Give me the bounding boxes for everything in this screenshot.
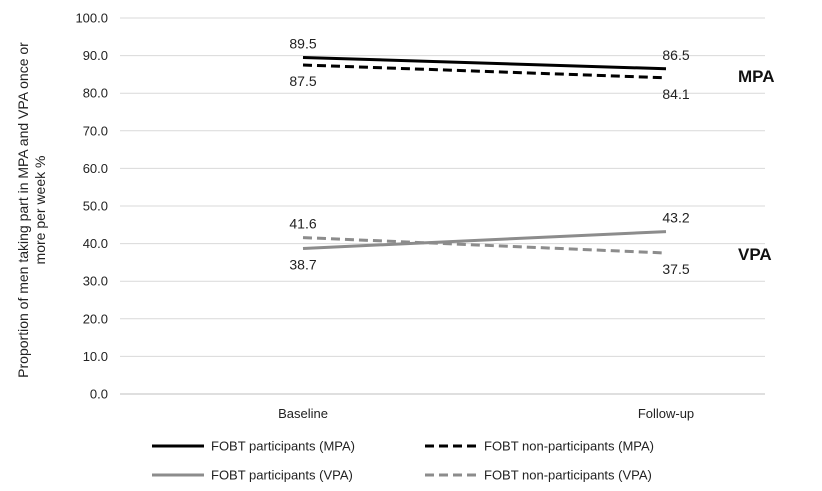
legend-label: FOBT non-participants (VPA) (484, 468, 652, 483)
x-tick-label: Baseline (278, 406, 328, 421)
data-label: 37.5 (662, 261, 689, 277)
x-axis-ticks: Baseline Follow-up (278, 406, 694, 421)
group-labels: MPA VPA (738, 67, 775, 264)
data-labels: 89.5 86.5 87.5 84.1 38.7 43.2 41.6 37.5 (289, 35, 689, 277)
y-tick-label: 20.0 (83, 311, 108, 326)
data-label: 38.7 (289, 256, 316, 272)
series-line-3 (302, 230, 667, 250)
legend-label: FOBT non-participants (MPA) (484, 439, 654, 454)
series-line-4 (302, 236, 667, 255)
y-tick-label: 30.0 (83, 274, 108, 289)
y-tick-label: 40.0 (83, 236, 108, 251)
y-axis-label: Proportion of men taking part in MPA and… (15, 42, 48, 378)
y-tick-label: 90.0 (83, 48, 108, 63)
y-tick-label: 50.0 (83, 199, 108, 214)
data-label: 84.1 (662, 86, 689, 102)
data-label: 41.6 (289, 216, 316, 232)
legend-label: FOBT participants (VPA) (211, 468, 353, 483)
series-line-2 (302, 63, 667, 80)
x-tick-label: Follow-up (638, 406, 694, 421)
y-tick-label: 100.0 (75, 11, 108, 26)
y-axis-title: Proportion of men taking part in MPA and… (15, 42, 48, 378)
group-label-vpa: VPA (738, 245, 772, 264)
series-line-1 (302, 55, 667, 71)
y-tick-label: 80.0 (83, 86, 108, 101)
data-label: 89.5 (289, 35, 316, 51)
y-axis-title-line: Proportion of men taking part in MPA and… (15, 42, 31, 378)
legend-label: FOBT participants (MPA) (211, 439, 355, 454)
y-tick-label: 60.0 (83, 161, 108, 176)
legend: FOBT participants (MPA) FOBT non-particip… (152, 439, 654, 483)
group-label-mpa: MPA (738, 67, 775, 86)
data-label: 87.5 (289, 73, 316, 89)
y-tick-label: 70.0 (83, 123, 108, 138)
data-label: 86.5 (662, 47, 689, 63)
y-tick-label: 0.0 (90, 387, 108, 402)
data-label: 43.2 (662, 210, 689, 226)
gridlines (120, 17, 765, 395)
y-axis-ticks: 0.0 10.0 20.0 30.0 40.0 50.0 60.0 70.0 80.0 90.0 1… (75, 11, 108, 402)
series-lines (302, 55, 667, 255)
y-axis-title-line: more per week % (32, 156, 48, 265)
y-tick-label: 10.0 (83, 349, 108, 364)
